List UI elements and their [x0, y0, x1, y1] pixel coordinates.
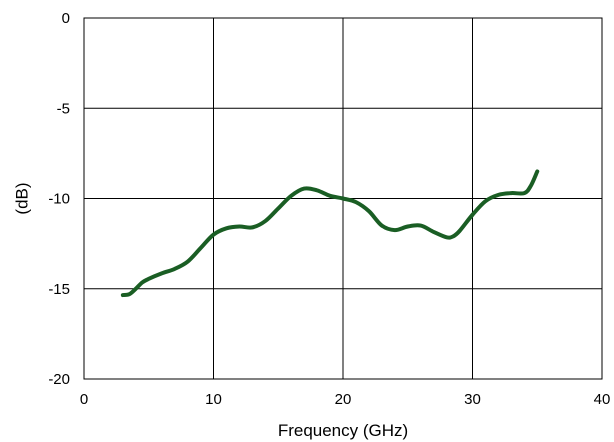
x-axis-title: Frequency (GHz): [278, 421, 408, 440]
series-layer: [120, 169, 540, 298]
y-tick-label: 0: [62, 10, 70, 27]
y-axis-title: (dB): [13, 182, 32, 214]
x-tick-label: 30: [464, 391, 481, 408]
series-line: [120, 169, 540, 298]
y-axis-ticks: 0 -5 -10 -15 -20: [48, 10, 70, 388]
y-tick-label: -15: [48, 281, 70, 298]
x-tick-label: 40: [594, 391, 611, 408]
plot-frame: [83, 17, 603, 380]
y-tick-label: -10: [48, 191, 70, 208]
x-axis-ticks: 0 10 20 30 40: [80, 391, 611, 408]
x-tick-label: 20: [335, 391, 352, 408]
x-tick-label: 10: [205, 391, 222, 408]
y-tick-label: -5: [57, 100, 70, 117]
y-tick-label: -20: [48, 371, 70, 388]
x-tick-label: 0: [80, 391, 88, 408]
